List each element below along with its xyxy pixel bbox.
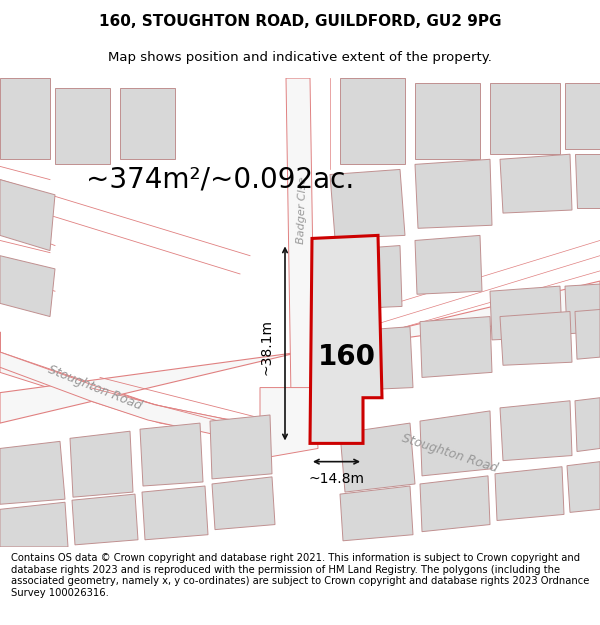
Polygon shape <box>340 423 415 492</box>
Polygon shape <box>340 486 413 541</box>
Polygon shape <box>490 83 560 154</box>
Polygon shape <box>0 256 55 316</box>
Polygon shape <box>340 327 413 391</box>
Text: Badger Clse: Badger Clse <box>296 176 308 244</box>
Polygon shape <box>565 83 600 149</box>
Polygon shape <box>212 477 275 529</box>
Polygon shape <box>575 398 600 451</box>
Text: Stoughton Road: Stoughton Road <box>46 362 144 413</box>
Polygon shape <box>495 467 564 521</box>
Polygon shape <box>420 316 492 378</box>
Polygon shape <box>72 494 138 545</box>
Polygon shape <box>0 332 290 443</box>
Polygon shape <box>0 503 68 547</box>
Polygon shape <box>142 486 208 540</box>
Polygon shape <box>140 423 203 486</box>
Polygon shape <box>500 311 572 365</box>
Polygon shape <box>0 179 55 251</box>
Polygon shape <box>0 441 65 504</box>
Polygon shape <box>330 246 402 309</box>
Polygon shape <box>70 431 133 497</box>
Polygon shape <box>310 236 382 443</box>
Polygon shape <box>490 286 562 340</box>
Polygon shape <box>415 236 482 294</box>
Text: ~374m²/~0.092ac.: ~374m²/~0.092ac. <box>86 166 354 194</box>
Text: 160: 160 <box>318 343 376 371</box>
Text: Map shows position and indicative extent of the property.: Map shows position and indicative extent… <box>108 51 492 64</box>
Polygon shape <box>567 462 600 512</box>
Text: Stoughton Road: Stoughton Road <box>400 432 500 475</box>
Text: 160, STOUGHTON ROAD, GUILDFORD, GU2 9PG: 160, STOUGHTON ROAD, GUILDFORD, GU2 9PG <box>99 14 501 29</box>
Text: ~14.8m: ~14.8m <box>309 472 365 486</box>
Text: ~38.1m: ~38.1m <box>260 319 274 375</box>
Polygon shape <box>415 159 492 228</box>
Polygon shape <box>340 78 405 164</box>
Text: Contains OS data © Crown copyright and database right 2021. This information is : Contains OS data © Crown copyright and d… <box>11 553 589 598</box>
Polygon shape <box>286 78 315 398</box>
Polygon shape <box>120 88 175 159</box>
Polygon shape <box>500 154 572 213</box>
Polygon shape <box>415 83 480 159</box>
Polygon shape <box>210 415 272 479</box>
Polygon shape <box>330 169 405 238</box>
Polygon shape <box>575 309 600 359</box>
Polygon shape <box>500 401 572 461</box>
Polygon shape <box>55 88 110 164</box>
Polygon shape <box>575 154 600 208</box>
Polygon shape <box>420 411 492 476</box>
Polygon shape <box>0 352 262 446</box>
Polygon shape <box>0 281 600 423</box>
Polygon shape <box>565 284 600 334</box>
Polygon shape <box>0 78 50 159</box>
Polygon shape <box>260 388 318 459</box>
Polygon shape <box>420 476 490 532</box>
